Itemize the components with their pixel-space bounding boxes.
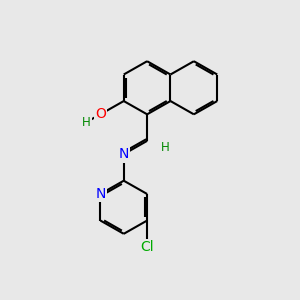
Text: N: N (118, 147, 129, 161)
Text: H: H (82, 116, 90, 129)
Text: O: O (95, 107, 106, 121)
Text: Cl: Cl (140, 240, 154, 254)
Text: N: N (95, 187, 106, 201)
Text: H: H (161, 141, 170, 154)
